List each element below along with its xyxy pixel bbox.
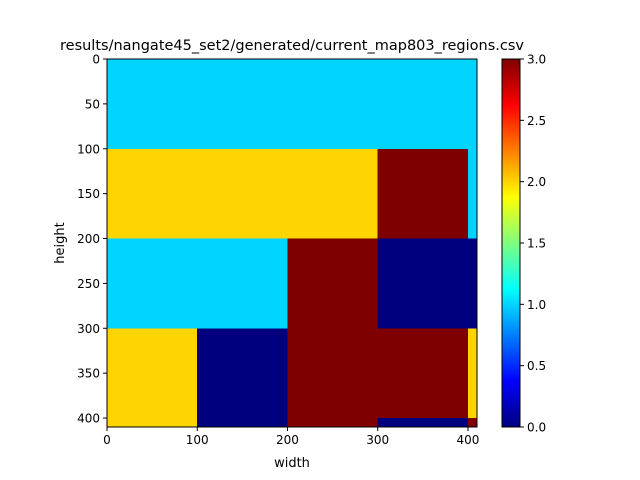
colorbar <box>501 58 521 428</box>
x-tick-label: 200 <box>276 433 299 447</box>
chart-title: results/nangate45_set2/generated/current… <box>60 38 524 54</box>
heatmap-region <box>467 148 477 239</box>
y-tick-label: 150 <box>77 187 100 201</box>
y-tick-label: 100 <box>77 142 100 156</box>
heatmap-region <box>377 418 468 427</box>
y-tick-label: 200 <box>77 232 100 246</box>
y-tick-label: 400 <box>77 412 100 426</box>
y-tick-label: 50 <box>85 97 100 111</box>
x-tick-label: 100 <box>186 433 209 447</box>
heatmap-cells <box>107 59 477 427</box>
heatmap-region <box>467 328 477 419</box>
x-axis-label: width <box>274 456 310 471</box>
y-tick-label: 300 <box>77 322 100 336</box>
heatmap-region <box>287 238 378 427</box>
colorbar-ticks: 0.0 0.5 1.0 1.5 2.0 2.5 3.0 <box>520 53 546 435</box>
heatmap-region <box>197 328 288 427</box>
y-tick-label: 0 <box>92 53 100 67</box>
colorbar-tick-label: 2.5 <box>527 114 546 128</box>
heatmap-region <box>467 418 477 427</box>
y-axis-label: height <box>53 222 68 263</box>
plot-frame <box>106 58 478 428</box>
heatmap-region <box>377 328 468 419</box>
y-tick-label: 350 <box>77 367 100 381</box>
x-tick-label: 0 <box>103 433 111 447</box>
colorbar-tick-label: 1.5 <box>527 237 546 251</box>
heatmap-region <box>377 148 468 239</box>
heatmap-region <box>107 148 378 239</box>
heatmap-region <box>107 328 198 427</box>
colorbar-tick-label: 0.5 <box>527 359 546 373</box>
heatmap-region <box>107 238 288 329</box>
colorbar-tick-label: 1.0 <box>527 298 546 312</box>
colorbar-tick-label: 2.0 <box>527 175 546 189</box>
x-tick-label: 300 <box>366 433 389 447</box>
y-axis-ticks: 0 50 100 150 200 250 300 350 400 <box>77 53 107 426</box>
heatmap-region <box>377 238 477 329</box>
x-tick-label: 400 <box>457 433 480 447</box>
colorbar-tick-label: 0.0 <box>527 421 546 435</box>
heatmap-region <box>107 59 477 149</box>
x-axis-ticks: 0 100 200 300 400 <box>103 427 479 447</box>
y-tick-label: 250 <box>77 277 100 291</box>
colorbar-tick-label: 3.0 <box>527 53 546 67</box>
